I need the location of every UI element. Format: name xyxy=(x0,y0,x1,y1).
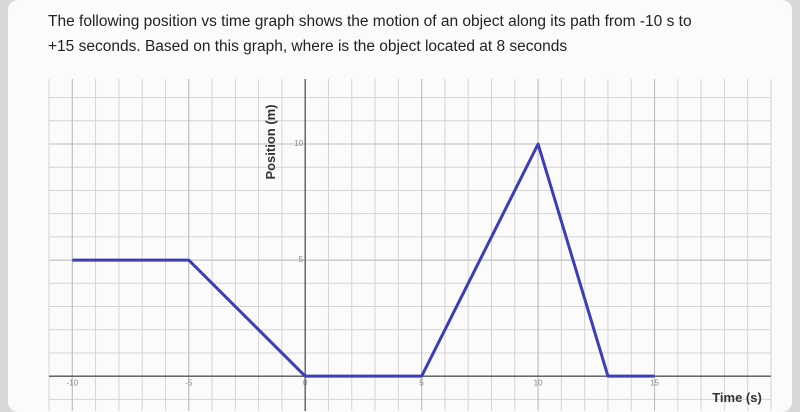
y-axis-label: Position (m) xyxy=(263,104,278,179)
x-tick-label: 15 xyxy=(650,378,659,387)
x-tick-label: 0 xyxy=(303,378,308,387)
x-tick-label: -5 xyxy=(185,378,193,387)
x-tick-label: 5 xyxy=(419,378,424,387)
x-tick-label: 10 xyxy=(534,378,543,387)
y-tick-label: 10 xyxy=(294,139,303,148)
question-line: +15 seconds. Based on this graph, where … xyxy=(48,38,567,55)
card xyxy=(8,0,792,412)
x-tick-label: -10 xyxy=(67,378,79,387)
x-axis-label: Time (s) xyxy=(712,390,762,405)
question-line: The following position vs time graph sho… xyxy=(48,13,692,30)
data-line xyxy=(72,142,655,378)
y-tick-label: 5 xyxy=(299,255,304,264)
